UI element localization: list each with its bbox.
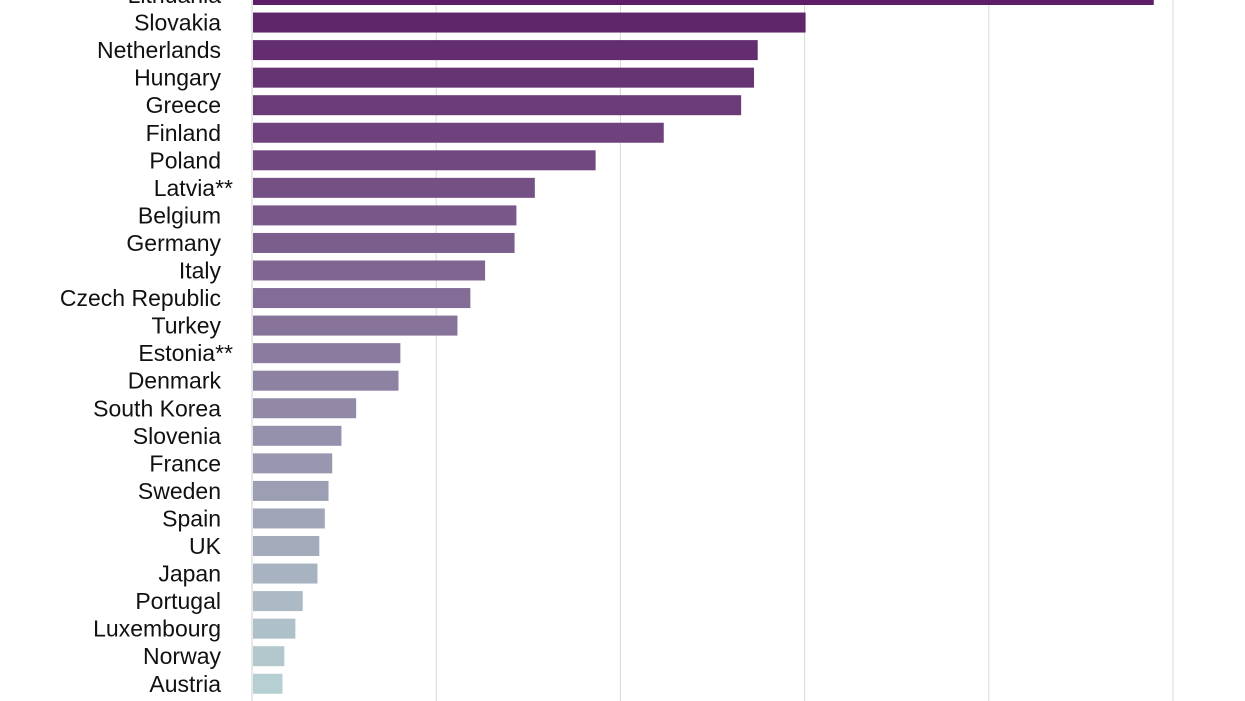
category-label: Turkey (152, 313, 222, 339)
category-label: Czech Republic (60, 285, 221, 311)
bar-germany (253, 232, 515, 253)
category-label: Sweden (138, 478, 221, 504)
bar-sweden (253, 480, 329, 501)
category-label: Japan (158, 561, 221, 587)
bar-czech-republic (253, 288, 471, 309)
category-label: Luxembourg (93, 616, 221, 642)
bar-south-korea (253, 398, 357, 419)
bar-turkey (253, 315, 458, 336)
bar-portugal (253, 591, 303, 612)
category-label: South Korea (93, 395, 221, 421)
category-label: Slovakia (134, 10, 221, 36)
bar-finland (253, 122, 664, 143)
bar-italy (253, 260, 486, 281)
category-label: Spain (162, 505, 221, 531)
bar-belgium (253, 205, 517, 226)
category-label: Germany (126, 230, 221, 256)
category-label: Netherlands (97, 37, 221, 63)
bar-hungary (253, 67, 755, 88)
category-label: Poland (149, 147, 221, 173)
category-label: Norway (143, 643, 221, 669)
category-label: Finland (146, 120, 221, 146)
category-label: Denmark (128, 368, 222, 394)
bar-greece (253, 95, 742, 116)
bar-uk (253, 536, 320, 556)
bar-austria (253, 673, 283, 694)
bar-estonia (253, 343, 401, 364)
category-label: Lithuania (128, 0, 222, 8)
category-label: Italy (179, 258, 222, 284)
category-label: UK (189, 533, 222, 559)
category-label: Ireland (151, 698, 221, 701)
category-label: Belgium (138, 202, 221, 228)
bar-lithuania (253, 0, 1154, 5)
bar-france (253, 453, 333, 474)
category-label: Estonia** (138, 340, 233, 366)
bar-poland (253, 150, 596, 171)
category-label: Greece (146, 92, 221, 118)
bar-denmark (253, 370, 399, 391)
bar-slovenia (253, 425, 342, 446)
category-label: Latvia** (154, 175, 233, 201)
bar-spain (253, 508, 325, 529)
category-label: Slovenia (133, 423, 221, 449)
category-label: France (149, 450, 221, 476)
bar-latvia (253, 177, 535, 198)
category-label: Portugal (135, 588, 221, 614)
bar-japan (253, 563, 318, 584)
bar-slovakia (253, 12, 806, 33)
bar-netherlands (253, 40, 758, 61)
category-label: Austria (149, 671, 221, 697)
bar-luxembourg (253, 618, 296, 639)
category-label: Hungary (134, 65, 221, 91)
bar-norway (253, 646, 285, 667)
